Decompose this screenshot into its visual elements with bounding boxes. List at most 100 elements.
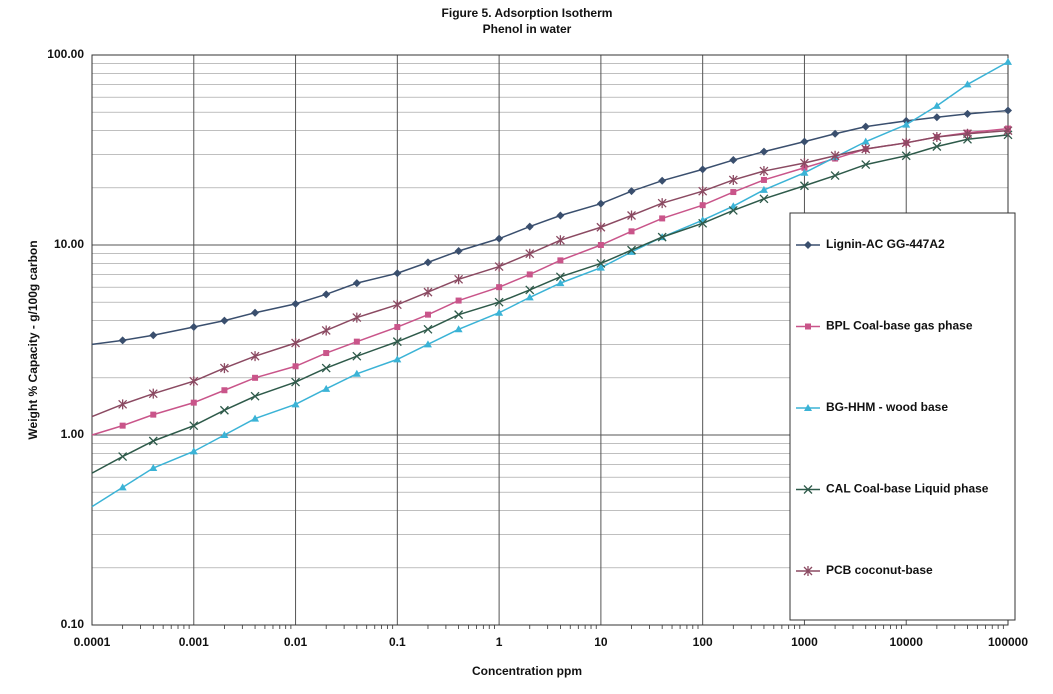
marker [322, 384, 331, 392]
marker [861, 137, 870, 145]
marker [628, 228, 635, 235]
marker [728, 205, 738, 215]
marker [932, 113, 941, 122]
x-axis-label: Concentration ppm [472, 664, 582, 678]
marker [189, 376, 199, 387]
marker [454, 246, 463, 255]
marker [759, 185, 768, 193]
marker [221, 387, 228, 394]
marker [251, 414, 260, 422]
marker [423, 340, 432, 348]
marker [932, 101, 941, 109]
marker [963, 109, 972, 118]
marker [658, 176, 667, 185]
marker [555, 272, 565, 282]
marker [525, 285, 535, 295]
marker [596, 199, 605, 208]
marker [250, 351, 260, 362]
marker [220, 431, 229, 438]
marker [393, 269, 402, 278]
marker [291, 337, 301, 348]
marker [118, 336, 127, 345]
marker [596, 258, 606, 268]
marker [698, 218, 708, 228]
marker [698, 186, 708, 197]
marker [321, 363, 331, 373]
marker [525, 248, 535, 259]
marker [149, 331, 158, 340]
marker [657, 198, 667, 209]
marker [292, 363, 299, 370]
marker [861, 122, 870, 131]
marker [800, 168, 809, 176]
marker [627, 247, 636, 255]
marker [525, 222, 534, 231]
marker [119, 422, 126, 429]
x-tick-label: 100 [693, 635, 713, 649]
y-axis-label: Weight % Capacity - g/100g carbon [26, 240, 40, 439]
series-line [91, 127, 1009, 436]
marker [322, 290, 331, 299]
marker [557, 257, 564, 264]
marker [760, 176, 767, 183]
marker [861, 144, 871, 155]
marker [423, 287, 433, 298]
marker [597, 242, 604, 248]
marker [627, 245, 636, 255]
marker [759, 147, 768, 156]
marker [495, 234, 504, 243]
marker [219, 363, 229, 374]
marker [831, 129, 840, 138]
marker [728, 174, 738, 185]
marker [118, 452, 128, 462]
marker [963, 80, 972, 88]
marker [219, 405, 229, 415]
marker [190, 399, 197, 406]
x-tick-label: 0.1 [389, 635, 406, 649]
marker [657, 232, 667, 242]
marker [902, 120, 911, 128]
chart-title: Figure 5. Adsorption Isotherm [442, 6, 613, 20]
marker [423, 324, 433, 334]
marker [118, 483, 127, 491]
marker [799, 181, 809, 191]
marker [901, 151, 911, 161]
marker [148, 436, 158, 446]
x-tick-label: 1000 [791, 635, 818, 649]
marker [220, 316, 229, 325]
marker [729, 202, 738, 210]
marker [555, 235, 565, 246]
marker [454, 274, 464, 285]
legend-label: BG-HHM - wood base [826, 400, 948, 414]
marker [1003, 125, 1013, 136]
marker [932, 142, 942, 151]
marker [698, 165, 707, 174]
marker [805, 323, 811, 330]
marker [251, 308, 260, 317]
marker [800, 137, 809, 146]
x-tick-label: 0.0001 [74, 635, 111, 649]
series-line [91, 134, 1009, 474]
marker [250, 391, 260, 401]
marker [495, 308, 504, 316]
chart-subtitle: Phenol in water [483, 22, 572, 36]
marker [189, 421, 199, 431]
marker [352, 279, 361, 288]
marker [659, 215, 666, 222]
marker [803, 485, 813, 494]
marker [525, 293, 534, 301]
series-line [91, 61, 1009, 508]
marker [252, 374, 259, 381]
marker [496, 284, 503, 291]
marker [393, 355, 402, 363]
legend-box [789, 212, 1016, 621]
x-tick-label: 0.001 [179, 635, 209, 649]
marker [729, 156, 738, 165]
marker [963, 128, 972, 139]
marker [352, 312, 362, 323]
x-tick-label: 100000 [988, 635, 1028, 649]
x-tick-label: 1 [496, 635, 503, 649]
x-tick-label: 0.01 [284, 635, 308, 649]
marker [392, 337, 402, 347]
